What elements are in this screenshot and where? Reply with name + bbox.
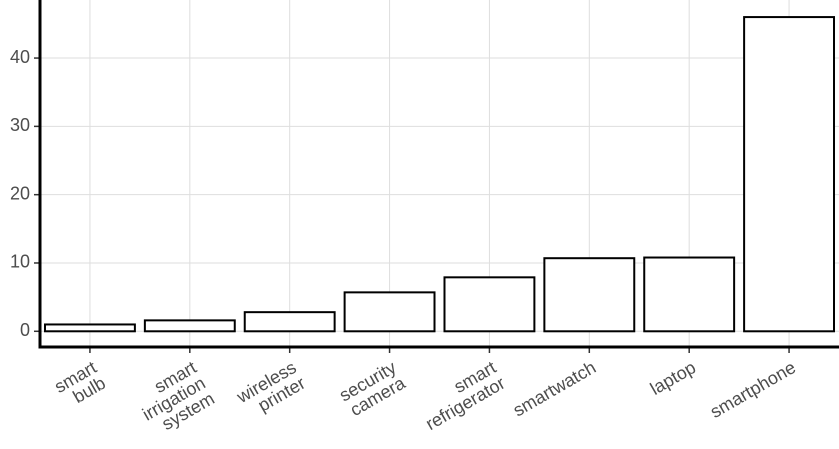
x-tick-label: smartrefrigerator: [413, 357, 508, 434]
bar: [243, 311, 336, 333]
bar: [43, 323, 136, 333]
y-tick-label: 0: [20, 320, 30, 340]
x-tick-label: wirelessprinter: [233, 357, 309, 423]
x-tick-label: securitycamera: [336, 357, 410, 421]
x-tick-label: smartbulb: [51, 357, 109, 412]
bar: [743, 16, 836, 333]
y-tick-label: 10: [10, 252, 30, 272]
x-tick-label: laptop: [647, 357, 699, 399]
y-tick-label: 30: [10, 115, 30, 135]
x-tick-label: smartwatch: [510, 357, 600, 420]
bar: [543, 257, 636, 333]
y-tick-label: 20: [10, 183, 30, 203]
bar: [343, 291, 436, 333]
bar: [443, 276, 536, 333]
x-tick-label: smartirrigationsystem: [130, 357, 218, 440]
bar: [143, 319, 236, 333]
bar: [643, 256, 736, 333]
x-tick-label: smartphone: [707, 357, 799, 422]
y-tick-label: 40: [10, 47, 30, 67]
